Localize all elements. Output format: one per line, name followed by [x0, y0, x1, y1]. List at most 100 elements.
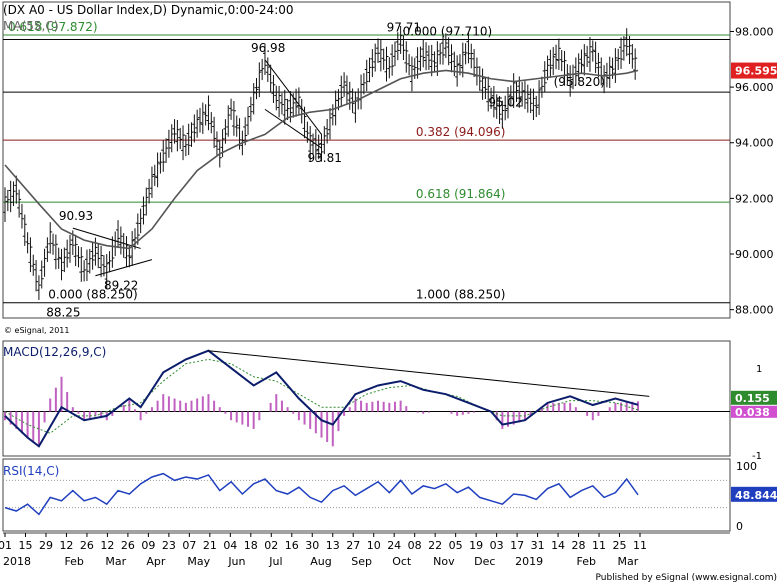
x-date-label: 25: [613, 539, 627, 552]
macd-frame: [2, 340, 731, 457]
x-date-label: 13: [326, 539, 340, 552]
macd-value-label: 0.155: [735, 392, 770, 405]
price-tick-label: 92.000: [735, 192, 774, 205]
x-date-label: 08: [408, 539, 422, 552]
x-date-label: 12: [100, 539, 114, 552]
trendline: [264, 108, 322, 149]
level-label-secondary: 1.000 (88.250): [416, 288, 506, 302]
x-date-label: 26: [121, 539, 135, 552]
x-date-label: 26: [80, 539, 94, 552]
x-date-label: 31: [531, 539, 545, 552]
x-date-label: 18: [244, 539, 258, 552]
x-date-label: 10: [367, 539, 381, 552]
x-date-label: 23: [162, 539, 176, 552]
rsi-tick-0: 0: [736, 520, 743, 533]
x-date-label: 09: [141, 539, 155, 552]
macd-trendline: [208, 350, 650, 397]
x-month-label: Nov: [433, 555, 455, 568]
macd-label: MACD(12,26,9,C): [3, 345, 106, 359]
rsi-frame: [2, 458, 731, 532]
x-month-label: Jul: [268, 555, 282, 568]
x-date-label: 16: [285, 539, 299, 552]
x-date-label: 11: [633, 539, 647, 552]
level-label: (95.820): [554, 75, 605, 89]
macd-signal-line: [4, 358, 639, 434]
price-tick-label: 98.000: [735, 25, 774, 38]
x-month-label: Feb: [577, 555, 596, 568]
price-panel: 98.000 96.000 94.000 92.000 90.000 88.000 0.61…: [3, 20, 777, 320]
x-month-label: May: [187, 555, 210, 568]
x-date-label: 14: [551, 539, 565, 552]
x-date-label: 21: [203, 539, 217, 552]
x-date-label: 02: [264, 539, 278, 552]
x-date-label: 19: [469, 539, 483, 552]
x-date-label: 17: [510, 539, 524, 552]
macd-tick-neg1: -1: [752, 451, 762, 462]
x-date-label: 29: [39, 539, 53, 552]
x-month-label: 2018: [3, 555, 31, 568]
price-annotation: 93.81: [308, 151, 342, 165]
x-month-label: Dec: [474, 555, 495, 568]
x-date-label: 04: [223, 539, 237, 552]
price-annotation: 96.98: [251, 41, 285, 55]
x-date-label: 11: [592, 539, 606, 552]
rsi-value-label: 48.844: [735, 489, 778, 502]
x-date-label: 05: [449, 539, 463, 552]
macd-signal-box: [731, 405, 777, 418]
price-annotation: 95.02: [488, 95, 522, 109]
last-price-label: 96.595: [735, 65, 777, 78]
x-date-label: 15: [18, 539, 32, 552]
macd-tick-1: 1: [756, 364, 762, 375]
macd-signal-label: 0.038: [735, 406, 770, 419]
price-tick-label: 96.000: [735, 81, 774, 94]
rsi-line: [4, 472, 639, 516]
level-label: 0.000 (88.250): [48, 288, 138, 302]
level-label: 0.618 (97.872): [8, 20, 98, 34]
x-date-label: 01: [0, 539, 12, 552]
ma-label: MA(55,C): [3, 19, 58, 33]
x-month-label: Oct: [392, 555, 412, 568]
x-month-label: Mar: [618, 555, 639, 568]
price-tick-label: 90.000: [735, 248, 774, 261]
published-label: Published by eSignal (www.esignal.com): [595, 573, 777, 583]
price-annotation: 97.71: [387, 21, 421, 35]
macd-value-box: [731, 390, 777, 405]
x-month-label: Sep: [351, 555, 372, 568]
price-tick-label: 94.000: [735, 137, 774, 150]
price-annotation: 89.22: [104, 279, 138, 293]
rsi-label: RSI(14,C): [3, 464, 59, 478]
x-month-label: Aug: [310, 555, 331, 568]
price-frame: [2, 1, 731, 319]
price-tick-label: 88.000: [735, 304, 774, 317]
last-price-box: [731, 62, 777, 79]
panel-frames: [2, 1, 731, 534]
x-date-label: 28: [572, 539, 586, 552]
x-date-label: 27: [346, 539, 360, 552]
x-axis: 01 15 29 12 26 12 26 09 23 07 21 04 18 02 16 30 13 27 10 24…: [0, 533, 647, 568]
level-label: 0.382 (94.096): [416, 125, 506, 139]
copyright-label: © eSignal, 2011: [4, 326, 69, 335]
trendline: [72, 227, 141, 249]
x-date-label: 07: [182, 539, 196, 552]
level-label: 0.000 (97.710): [403, 25, 493, 39]
x-month-label: Jun: [227, 555, 245, 568]
rsi-value-box: [731, 486, 777, 502]
chart-title: (DX A0 - US Dollar Index,D) Dynamic,0:00…: [3, 3, 294, 17]
x-month-label: Mar: [105, 555, 126, 568]
x-date-label: 03: [490, 539, 504, 552]
x-date-label: 22: [428, 539, 442, 552]
x-date-label: 12: [59, 539, 73, 552]
x-month-label: Apr: [146, 555, 166, 568]
level-label: 0.618 (91.864): [416, 187, 506, 201]
x-month-label: Feb: [64, 555, 83, 568]
rsi-tick-100: 100: [736, 460, 757, 473]
rsi-panel: 100 0 48.844: [3, 460, 778, 533]
price-annotation: 90.93: [59, 209, 93, 223]
x-month-label: 2019: [515, 555, 543, 568]
macd-line: [4, 349, 639, 448]
trendline: [95, 259, 153, 277]
x-date-label: 24: [387, 539, 401, 552]
